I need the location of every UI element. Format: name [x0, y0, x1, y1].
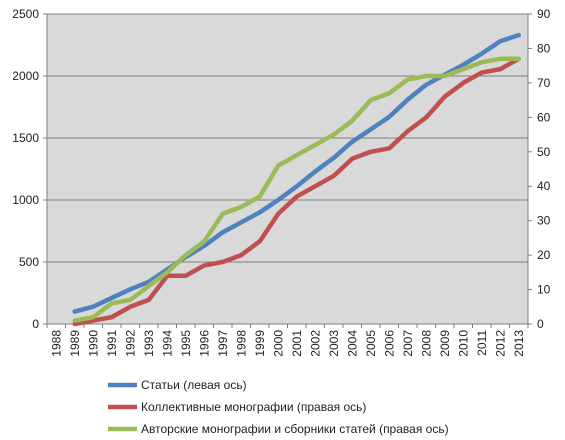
x-tick-label: 1995 [179, 330, 193, 357]
x-tick-label: 2007 [401, 330, 415, 357]
y2-tick-label: 70 [537, 76, 551, 90]
x-tick-label: 2000 [271, 330, 285, 357]
x-tick-label: 1988 [49, 330, 63, 357]
y-tick-label: 500 [19, 255, 39, 269]
y-tick-label: 1000 [12, 193, 39, 207]
y2-tick-label: 60 [537, 110, 551, 124]
y2-tick-label: 30 [537, 214, 551, 228]
legend-label: Коллективные монографии (правая ось) [141, 400, 366, 414]
x-tick-label: 1996 [197, 330, 211, 357]
x-tick-label: 1989 [68, 330, 82, 357]
plot-area [47, 14, 528, 324]
y2-tick-label: 10 [537, 283, 551, 297]
legend: Статьи (левая ось) Коллективные монографи… [108, 378, 449, 436]
x-tick-label: 1993 [142, 330, 156, 357]
x-tick-label: 2012 [493, 330, 507, 357]
x-tick-label: 2008 [419, 330, 433, 357]
tick-labels: 0 500 1000 1500 2000 2500 0 10 20 30 40 50 60 70 80 90 1… [12, 7, 550, 357]
x-tick-label: 2006 [382, 330, 396, 357]
x-tick-label: 2013 [512, 330, 526, 357]
legend-label: Статьи (левая ось) [141, 378, 247, 392]
x-tick-label: 1991 [105, 330, 119, 357]
x-tick-label: 1992 [123, 330, 137, 357]
y2-tick-label: 80 [537, 41, 551, 55]
y-tick-label: 0 [32, 317, 39, 331]
x-tick-label: 2011 [475, 330, 489, 356]
y-tick-label: 2500 [12, 7, 39, 21]
y-tick-label: 2000 [12, 69, 39, 83]
series-line-2 [72, 56, 521, 327]
legend-label: Авторские монографии и сборники статей (… [141, 422, 449, 436]
axes [43, 13, 532, 328]
y2-tick-label: 0 [537, 317, 544, 331]
y2-tick-label: 20 [537, 248, 551, 262]
x-tick-label: 2010 [456, 330, 470, 357]
y2-tick-label: 90 [537, 7, 551, 21]
x-tick-label: 1999 [253, 330, 267, 357]
y-tick-label: 1500 [12, 131, 39, 145]
x-tick-label: 2002 [308, 330, 322, 357]
x-tick-label: 2003 [327, 330, 341, 357]
series-line-3 [72, 56, 521, 323]
x-tick-label: 2001 [290, 330, 304, 357]
x-tick-label: 2009 [438, 330, 452, 357]
x-tick-label: 2004 [345, 330, 359, 357]
x-tick-label: 1990 [86, 330, 100, 357]
x-tick-label: 1994 [160, 330, 174, 357]
x-tick-label: 1997 [216, 330, 230, 357]
y2-tick-label: 40 [537, 179, 551, 193]
y2-tick-label: 50 [537, 145, 551, 159]
series-lines [72, 32, 521, 327]
x-tick-label: 1998 [234, 330, 248, 357]
x-tick-label: 2005 [364, 330, 378, 357]
